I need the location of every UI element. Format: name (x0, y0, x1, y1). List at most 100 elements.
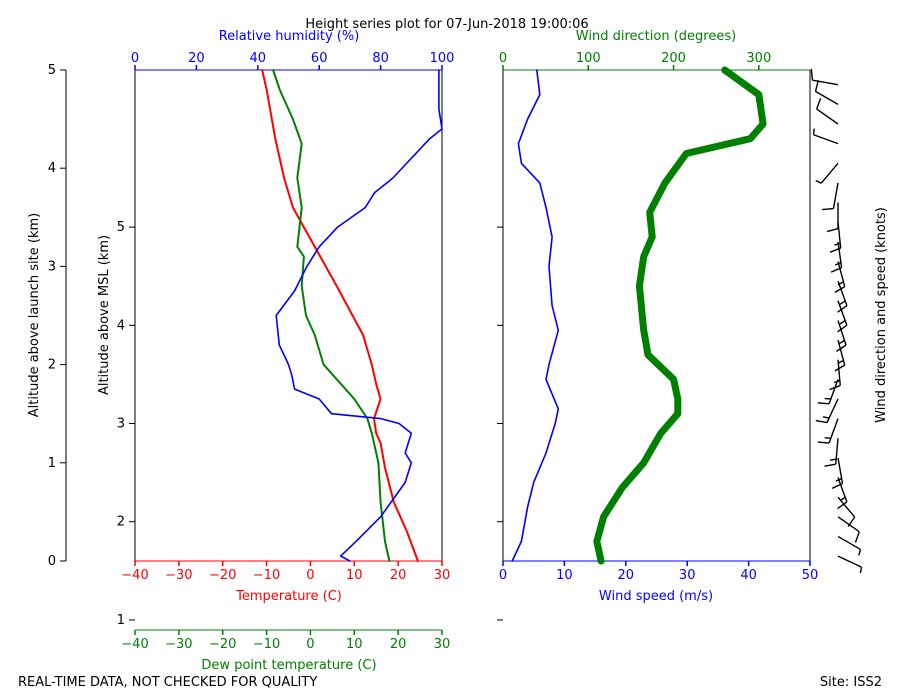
humidity-tick-label: 20 (188, 51, 205, 66)
wind-barb-half-feather (824, 437, 831, 440)
wind-axes-frame (502, 69, 811, 562)
dewpoint-tick-label: 20 (390, 637, 407, 652)
wind-barb (812, 128, 839, 145)
wind-speed-tick-label: 20 (618, 568, 635, 583)
wind-barb (826, 202, 839, 233)
wind-barb-half-feather (835, 477, 842, 482)
wind-barb-staff (815, 90, 839, 105)
wind-barb-axis-label: Wind direction and speed (knots) (874, 207, 889, 423)
wind-barb (830, 241, 843, 273)
msl-altitude-tick-label: 5 (117, 220, 125, 235)
wind-speed-tick-label: 10 (556, 568, 573, 583)
wind-barb-half-feather (829, 458, 837, 461)
thermo-axes-frame (65, 69, 443, 631)
wind-barb-half-feather (838, 339, 845, 345)
wind-direction-line (593, 66, 767, 565)
wind-barb-feather (829, 247, 841, 253)
wind-barb-half-feather (822, 416, 830, 419)
wind-direction-tick-label: 300 (746, 51, 771, 66)
wind-speed-axis-label: Wind speed (m/s) (599, 589, 713, 604)
wind-barb-half-feather (837, 281, 844, 286)
wind-barb-half-feather (812, 128, 815, 135)
quality-note: REAL-TIME DATA, NOT CHECKED FOR QUALITY (18, 675, 317, 690)
wind-barb-staff (837, 535, 861, 551)
wind-barb-half-feather (834, 242, 841, 246)
wind-barb (836, 320, 847, 352)
temperature-tick-label: 30 (434, 568, 451, 583)
wind-barb-feather (814, 80, 820, 92)
wind-barb-staff (826, 398, 839, 423)
wind-barb-feather (817, 441, 830, 444)
wind-barb-feather (829, 384, 841, 391)
wind-direction-tick-label: 0 (499, 51, 507, 66)
wind-barb-feather (816, 98, 822, 110)
wind-barb (837, 555, 863, 574)
wind-barb-half-feather (839, 496, 846, 502)
wind-barb-half-feather (858, 549, 862, 556)
wind-barb (815, 398, 839, 424)
site-label: Site: ISS2 (820, 675, 882, 690)
wind-speed-line (511, 69, 560, 562)
wind-barb-feather (830, 266, 842, 273)
wind-barb-staff (820, 162, 839, 184)
wind-barb-feather (817, 402, 830, 405)
wind-barb-feather (854, 531, 860, 543)
wind-barb (817, 418, 839, 444)
msl-altitude-tick-label: 3 (117, 417, 125, 432)
wind-barb (817, 379, 839, 405)
outer-altitude-tick-label: 4 (48, 161, 56, 176)
wind-barb-feather (836, 344, 847, 352)
wind-barb-feather (837, 324, 848, 333)
wind-speed-tick-label: 30 (679, 568, 696, 583)
humidity-axis-label: Relative humidity (%) (219, 29, 360, 44)
wind-barb (815, 162, 839, 184)
outer-altitude-tick-label: 5 (48, 63, 56, 78)
wind-barb (824, 438, 839, 467)
outer-y-axis-label: Altitude above launch site (km) (27, 213, 42, 417)
wind-barb-feather (824, 463, 836, 467)
wind-barb (834, 261, 846, 293)
wind-barb-staff (816, 108, 839, 125)
wind-speed-tick-label: 50 (802, 568, 819, 583)
msl-altitude-tick-label: 1 (117, 613, 125, 628)
dewpoint-tick-label: −10 (253, 637, 280, 652)
figure-title: Height series plot for 07-Jun-2018 19:00… (305, 17, 588, 32)
wind-direction-tick-label: 100 (576, 51, 601, 66)
wind-barb-half-feather (815, 179, 822, 184)
wind-barb (837, 280, 848, 313)
wind-barb (834, 339, 846, 372)
temperature-tick-label: −10 (253, 568, 280, 583)
dewpoint-tick-label: −20 (209, 637, 236, 652)
wind-barb-staff (812, 79, 839, 86)
dewpoint-tick-label: 30 (434, 637, 451, 652)
wind-barb-half-feather (833, 379, 841, 384)
wind-barb-feather (837, 304, 848, 313)
temperature-tick-label: 10 (346, 568, 363, 583)
wind-barb (837, 300, 848, 333)
temperature-axis-label: Temperature (C) (235, 589, 342, 604)
wind-speed-tick-label: 40 (740, 568, 757, 583)
wind-barb (837, 535, 862, 556)
wind-speed-tick-label: 0 (499, 568, 507, 583)
humidity-line (275, 69, 443, 562)
wind-barb-feather (810, 68, 814, 81)
dewpoint-tick-label: −30 (165, 637, 192, 652)
wind-barb-staff (813, 134, 839, 145)
wind-barb-feather (826, 227, 839, 233)
wind-barb-staff (837, 516, 860, 533)
humidity-tick-label: 100 (430, 51, 455, 66)
humidity-tick-label: 40 (250, 51, 267, 66)
outer-altitude-tick-label: 0 (48, 554, 56, 569)
wind-barb-staff (835, 438, 839, 465)
inner-y-axis-label: Altitude above MSL (km) (97, 235, 112, 395)
temperature-tick-label: −30 (165, 568, 192, 583)
wind-barb-feather (847, 516, 856, 527)
wind-barb-feather (815, 419, 828, 424)
temperature-tick-label: 0 (306, 568, 314, 583)
wind-barb-half-feather (837, 359, 844, 364)
msl-altitude-tick-label: 2 (117, 515, 125, 530)
wind-barb-half-feather (839, 300, 846, 305)
wind-barb-staff (832, 182, 839, 209)
outer-altitude-tick-label: 3 (48, 259, 56, 274)
